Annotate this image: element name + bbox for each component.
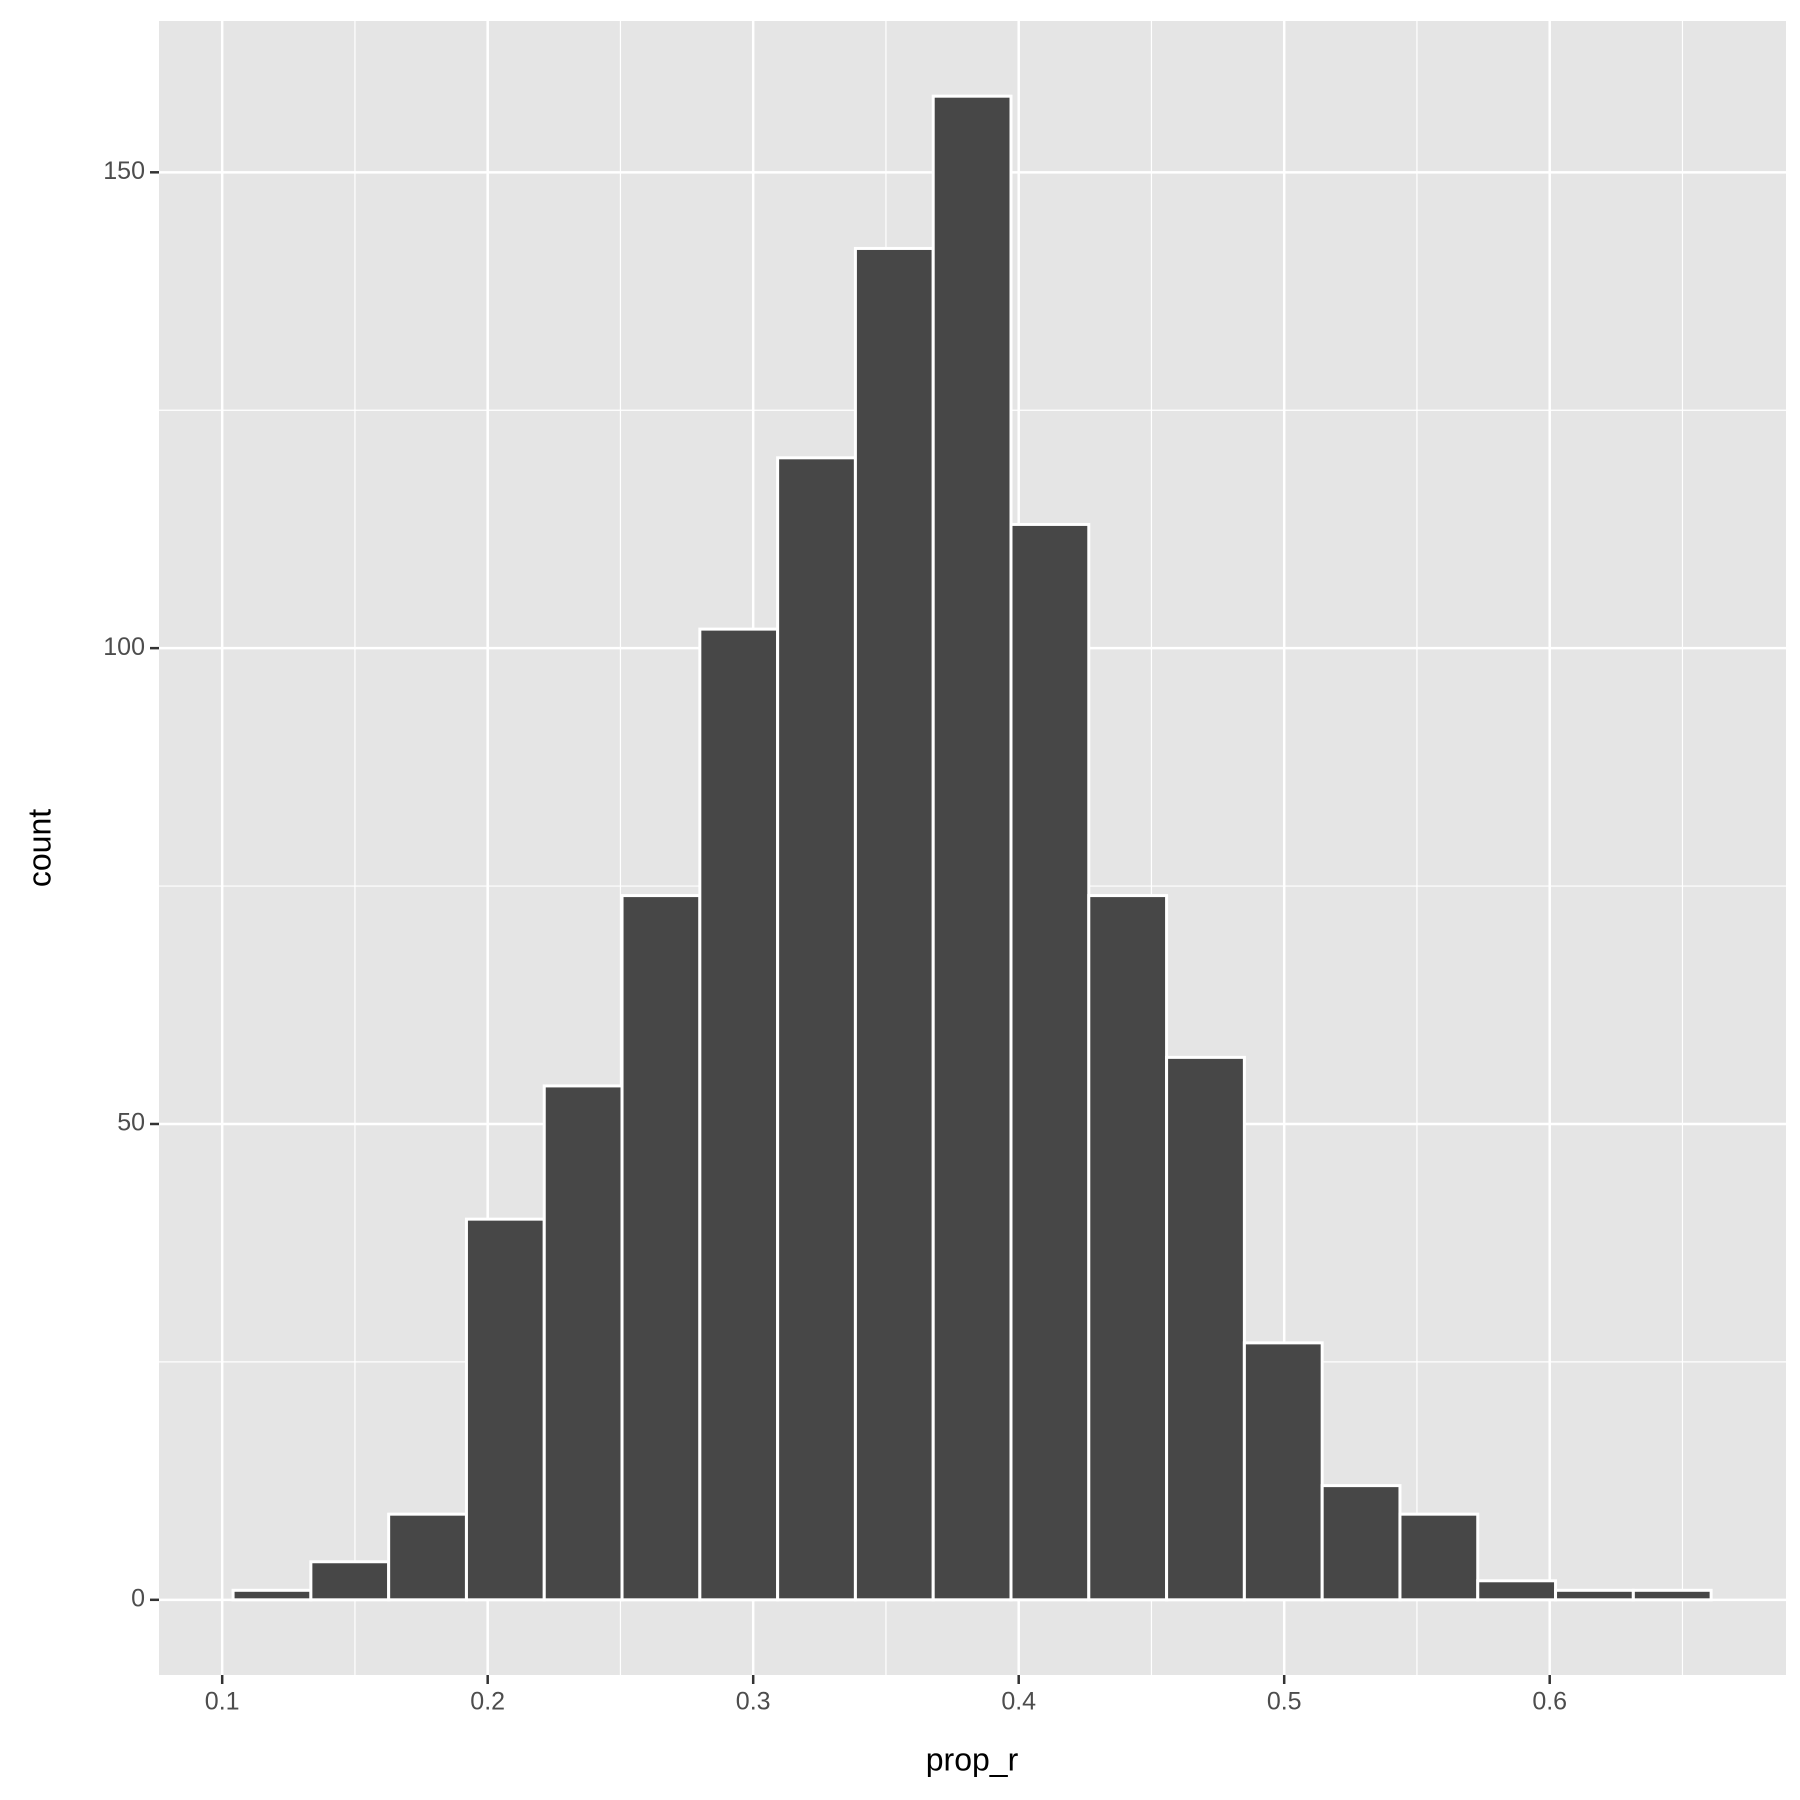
y-tick-label: 150 bbox=[103, 157, 145, 185]
bar bbox=[1631, 1588, 1713, 1602]
bar bbox=[542, 1084, 624, 1602]
bar bbox=[309, 1560, 391, 1602]
x-tick-label: 0.6 bbox=[1532, 1688, 1567, 1716]
bar bbox=[776, 456, 857, 1602]
bar bbox=[620, 894, 702, 1602]
y-axis-label: count bbox=[21, 809, 57, 887]
x-tick-label: 0.1 bbox=[205, 1688, 240, 1716]
bar bbox=[853, 246, 935, 1602]
bar bbox=[1398, 1512, 1480, 1602]
bar bbox=[1476, 1579, 1558, 1602]
bar bbox=[231, 1588, 313, 1602]
x-axis-label: prop_r bbox=[926, 1741, 1019, 1777]
x-tick-label: 0.4 bbox=[1001, 1688, 1036, 1716]
bar bbox=[1165, 1055, 1246, 1602]
y-tick-label: 50 bbox=[117, 1109, 145, 1137]
y-tick-label: 0 bbox=[131, 1584, 145, 1612]
bar bbox=[931, 94, 1013, 1602]
x-tick-label: 0.2 bbox=[470, 1688, 505, 1716]
bar bbox=[1554, 1588, 1635, 1602]
bar bbox=[1320, 1484, 1402, 1602]
bar bbox=[464, 1217, 546, 1602]
bar bbox=[1009, 522, 1091, 1602]
x-tick-label: 0.5 bbox=[1267, 1688, 1302, 1716]
bar bbox=[698, 627, 780, 1602]
bar bbox=[1087, 894, 1169, 1602]
bar bbox=[1242, 1341, 1324, 1602]
x-tick-label: 0.3 bbox=[736, 1688, 771, 1716]
bar bbox=[387, 1512, 468, 1602]
y-tick-label: 100 bbox=[103, 633, 145, 661]
